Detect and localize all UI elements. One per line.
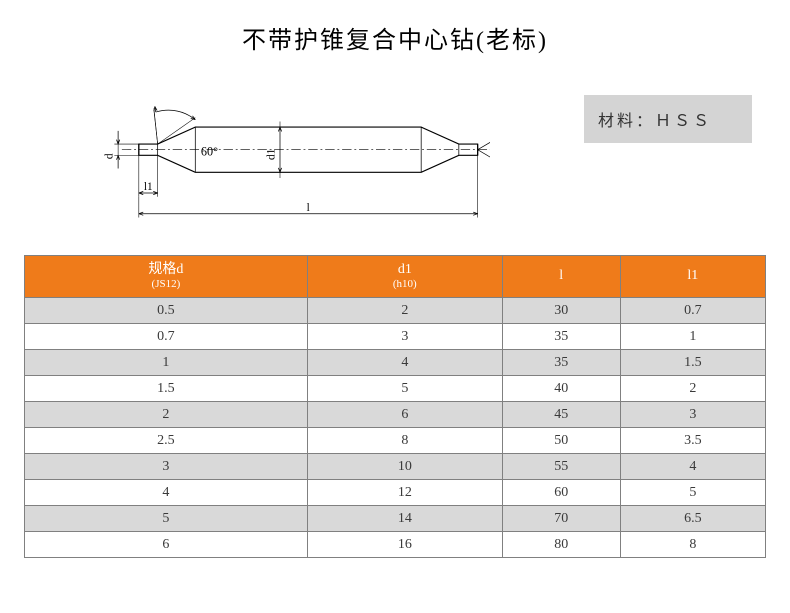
cell: 35 [502,324,620,350]
col-header-line2: (h10) [308,278,502,291]
col-header-line1: d1 [308,262,502,279]
cell: 1 [25,350,308,376]
cell: 3 [25,454,308,480]
cell: 2 [620,376,765,402]
cell: 4 [620,454,765,480]
svg-text:l1: l1 [144,181,153,193]
cell: 0.7 [620,298,765,324]
cell: 8 [307,428,502,454]
tool-diagram: dd1l1l60°120° [70,65,490,225]
cell: 0.7 [25,324,308,350]
cell: 50 [502,428,620,454]
cell: 5 [307,376,502,402]
cell: 5 [620,480,765,506]
cell: 16 [307,532,502,558]
cell: 10 [307,454,502,480]
table-row: 412605 [25,480,766,506]
cell: 5 [25,506,308,532]
cell: 2 [25,402,308,428]
cell: 70 [502,506,620,532]
cell: 30 [502,298,620,324]
cell: 2.5 [25,428,308,454]
header-row: 规格d(JS12)d1(h10)ll1 [25,256,766,298]
spec-table: 规格d(JS12)d1(h10)ll1 0.52300.70.733511435… [24,255,766,558]
material-value: ＨＳＳ [655,107,712,131]
col-header-0: 规格d(JS12) [25,256,308,298]
table-row: 2.58503.5 [25,428,766,454]
col-header-3: l1 [620,256,765,298]
spec-table-wrap: 规格d(JS12)d1(h10)ll1 0.52300.70.733511435… [0,255,790,558]
cell: 80 [502,532,620,558]
cell: 8 [620,532,765,558]
cell: 1.5 [620,350,765,376]
cell: 14 [307,506,502,532]
cell: 12 [307,480,502,506]
cell: 60 [502,480,620,506]
table-body: 0.52300.70.7335114351.51.55402264532.585… [25,298,766,558]
table-row: 616808 [25,532,766,558]
cell: 1 [620,324,765,350]
cell: 2 [307,298,502,324]
col-header-line2: (JS12) [25,278,307,291]
table-row: 310554 [25,454,766,480]
col-header-line1: 规格d [25,262,307,279]
table-row: 14351.5 [25,350,766,376]
cell: 55 [502,454,620,480]
cell: 40 [502,376,620,402]
table-row: 26453 [25,402,766,428]
cell: 35 [502,350,620,376]
cell: 1.5 [25,376,308,402]
table-row: 514706.5 [25,506,766,532]
cell: 3 [307,324,502,350]
svg-text:60°: 60° [201,144,218,158]
svg-text:l: l [307,202,310,214]
cell: 3.5 [620,428,765,454]
cell: 45 [502,402,620,428]
cell: 6.5 [620,506,765,532]
material-box: 材料： ＨＳＳ [584,95,752,143]
table-row: 0.73351 [25,324,766,350]
cell: 4 [307,350,502,376]
svg-text:d1: d1 [265,149,277,160]
figure-area: dd1l1l60°120° 材料： ＨＳＳ [0,55,790,245]
col-header-line1: l1 [621,268,765,285]
table-head: 规格d(JS12)d1(h10)ll1 [25,256,766,298]
col-header-line1: l [503,268,620,285]
svg-text:d: d [103,153,115,159]
cell: 6 [307,402,502,428]
cell: 3 [620,402,765,428]
page-title: 不带护锥复合中心钻(老标) [0,0,790,55]
cell: 6 [25,532,308,558]
col-header-1: d1(h10) [307,256,502,298]
cell: 0.5 [25,298,308,324]
material-label: 材料： [598,107,655,131]
table-row: 0.52300.7 [25,298,766,324]
cell: 4 [25,480,308,506]
table-row: 1.55402 [25,376,766,402]
col-header-2: l [502,256,620,298]
